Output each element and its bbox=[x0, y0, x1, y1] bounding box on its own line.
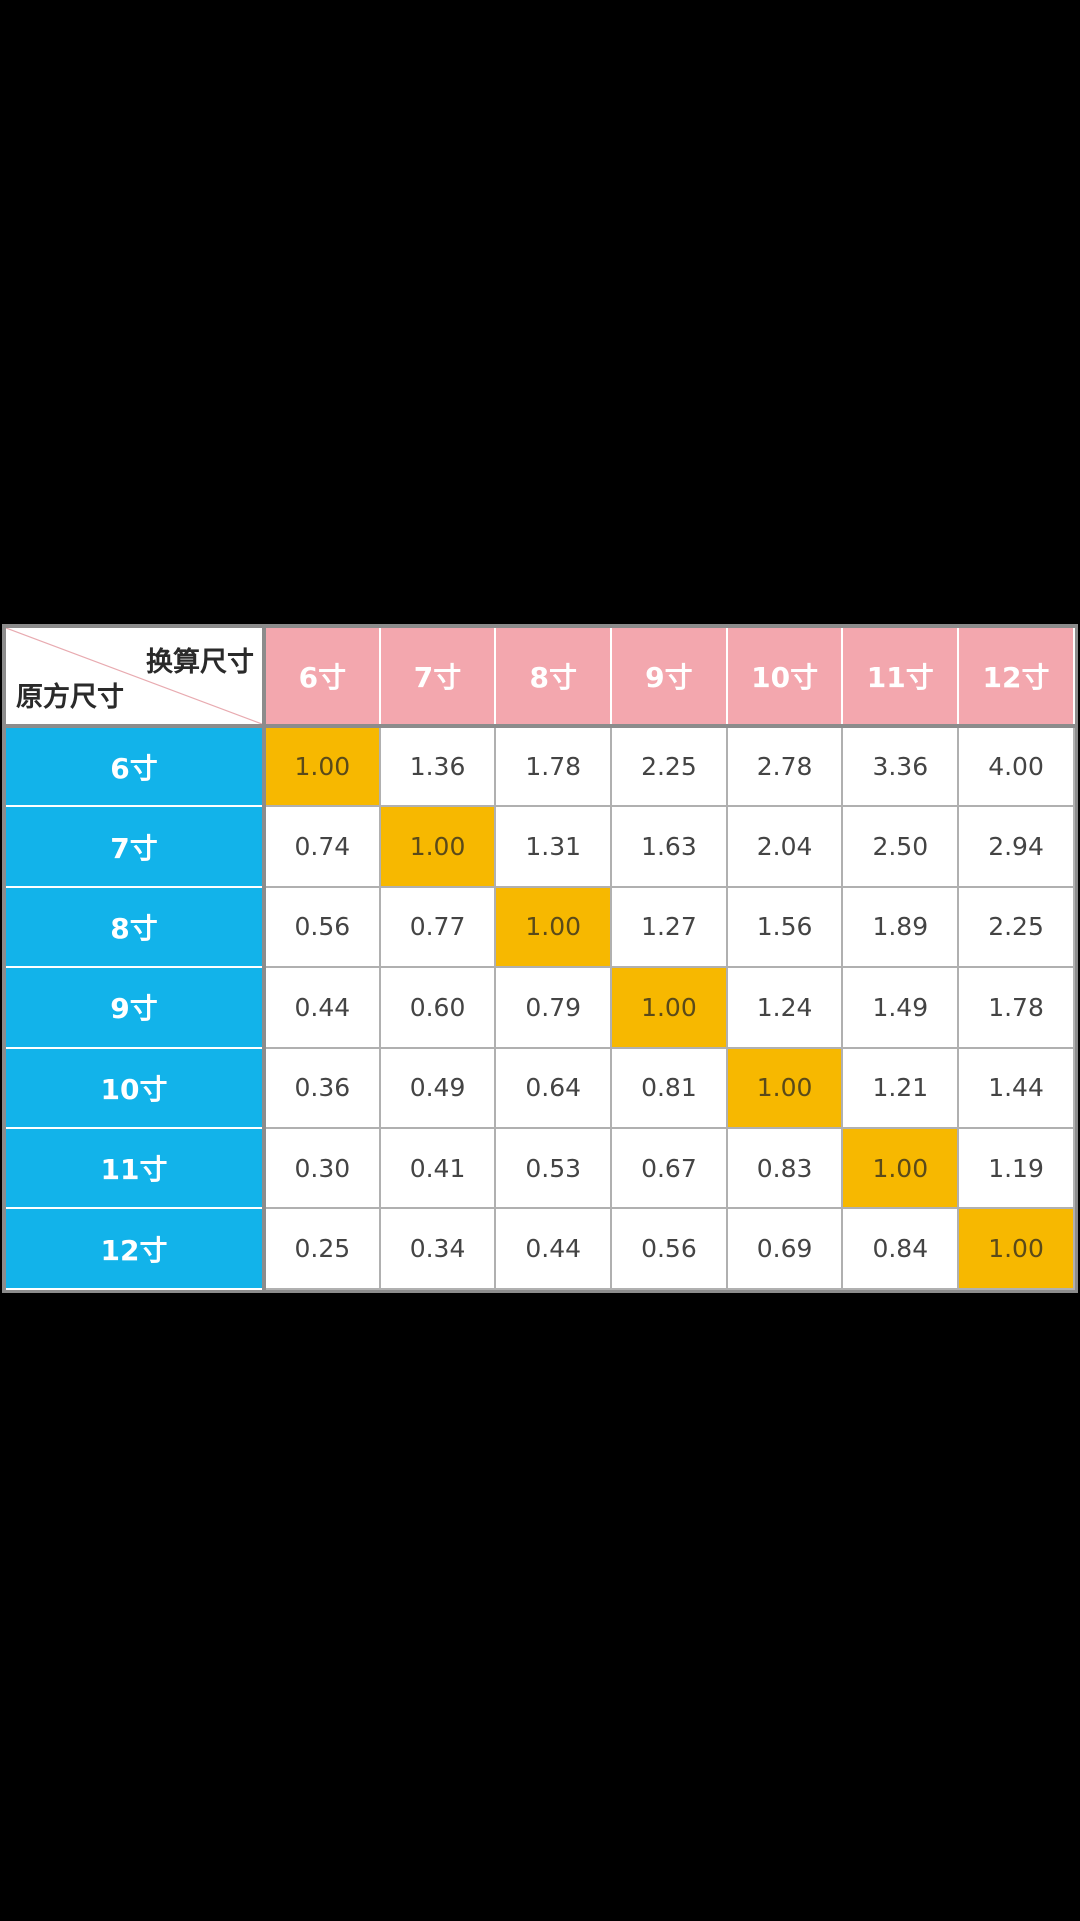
table-row: 6寸 1.00 1.36 1.78 2.25 2.78 3.36 4.00 bbox=[6, 724, 1075, 808]
table-cell: 0.44 bbox=[263, 966, 381, 1049]
table-cell: 3.36 bbox=[841, 724, 960, 808]
table-cell: 0.79 bbox=[494, 966, 613, 1049]
table-cell: 1.78 bbox=[957, 966, 1075, 1049]
table-cell: 0.56 bbox=[263, 885, 381, 969]
table-cell: 1.89 bbox=[841, 885, 960, 969]
col-header: 9寸 bbox=[610, 628, 728, 728]
table-cell: 1.56 bbox=[725, 885, 844, 969]
col-header: 8寸 bbox=[494, 628, 613, 728]
row-header: 8寸 bbox=[6, 885, 266, 969]
row-header: 11寸 bbox=[6, 1126, 266, 1210]
row-header: 10寸 bbox=[6, 1046, 266, 1129]
table-cell: 1.63 bbox=[610, 805, 728, 888]
table-cell: 1.00 bbox=[725, 1046, 844, 1129]
header-row: 换算尺寸 原方尺寸 6寸 7寸 8寸 9寸 10寸 11寸 12寸 bbox=[6, 628, 1075, 728]
table-cell: 0.84 bbox=[841, 1207, 960, 1290]
table-cell: 2.25 bbox=[610, 724, 728, 808]
col-header: 10寸 bbox=[725, 628, 844, 728]
table-cell: 2.50 bbox=[841, 805, 960, 888]
row-header: 9寸 bbox=[6, 966, 266, 1049]
col-header: 12寸 bbox=[957, 628, 1075, 728]
size-conversion-table-image: 换算尺寸 原方尺寸 6寸 7寸 8寸 9寸 10寸 11寸 12寸 6寸 1.0… bbox=[2, 624, 1078, 1293]
table-row: 10寸 0.36 0.49 0.64 0.81 1.00 1.21 1.44 bbox=[6, 1046, 1075, 1129]
table-cell: 1.00 bbox=[378, 805, 497, 888]
table-cell: 1.31 bbox=[494, 805, 613, 888]
table-cell: 1.44 bbox=[957, 1046, 1075, 1129]
table-row: 8寸 0.56 0.77 1.00 1.27 1.56 1.89 2.25 bbox=[6, 885, 1075, 969]
table-cell: 2.94 bbox=[957, 805, 1075, 888]
row-header: 6寸 bbox=[6, 724, 266, 808]
table-cell: 0.74 bbox=[263, 805, 381, 888]
table-cell: 0.34 bbox=[378, 1207, 497, 1290]
table-cell: 1.00 bbox=[494, 885, 613, 969]
table-cell: 1.00 bbox=[610, 966, 728, 1049]
table-cell: 1.27 bbox=[610, 885, 728, 969]
table-cell: 0.77 bbox=[378, 885, 497, 969]
table-cell: 1.21 bbox=[841, 1046, 960, 1129]
table-cell: 2.78 bbox=[725, 724, 844, 808]
table-cell: 1.00 bbox=[263, 724, 381, 808]
row-header: 7寸 bbox=[6, 805, 266, 888]
table-cell: 1.19 bbox=[957, 1126, 1075, 1210]
table-row: 11寸 0.30 0.41 0.53 0.67 0.83 1.00 1.19 bbox=[6, 1126, 1075, 1210]
col-header: 7寸 bbox=[378, 628, 497, 728]
table-cell: 1.49 bbox=[841, 966, 960, 1049]
converted-size-label: 换算尺寸 bbox=[146, 647, 254, 678]
table-cell: 2.04 bbox=[725, 805, 844, 888]
table-cell: 1.00 bbox=[841, 1126, 960, 1210]
original-size-label: 原方尺寸 bbox=[16, 682, 124, 713]
table-cell: 0.30 bbox=[263, 1126, 381, 1210]
table-cell: 1.36 bbox=[378, 724, 497, 808]
table-cell: 0.53 bbox=[494, 1126, 613, 1210]
table-cell: 0.56 bbox=[610, 1207, 728, 1290]
table-cell: 0.69 bbox=[725, 1207, 844, 1290]
table-cell: 2.25 bbox=[957, 885, 1075, 969]
table-cell: 0.83 bbox=[725, 1126, 844, 1210]
col-header: 11寸 bbox=[841, 628, 960, 728]
table-cell: 1.24 bbox=[725, 966, 844, 1049]
diagonal-divider bbox=[6, 628, 262, 724]
col-header: 6寸 bbox=[263, 628, 381, 728]
corner-cell: 换算尺寸 原方尺寸 bbox=[6, 628, 266, 728]
table-cell: 1.00 bbox=[957, 1207, 1075, 1290]
table-row: 7寸 0.74 1.00 1.31 1.63 2.04 2.50 2.94 bbox=[6, 805, 1075, 888]
table-cell: 0.81 bbox=[610, 1046, 728, 1129]
table-cell: 0.25 bbox=[263, 1207, 381, 1290]
table-cell: 0.67 bbox=[610, 1126, 728, 1210]
size-conversion-table: 换算尺寸 原方尺寸 6寸 7寸 8寸 9寸 10寸 11寸 12寸 6寸 1.0… bbox=[6, 628, 1075, 1290]
table-cell: 0.41 bbox=[378, 1126, 497, 1210]
row-header: 12寸 bbox=[6, 1207, 266, 1290]
table-cell: 0.44 bbox=[494, 1207, 613, 1290]
table-row: 12寸 0.25 0.34 0.44 0.56 0.69 0.84 1.00 bbox=[6, 1207, 1075, 1290]
table-cell: 4.00 bbox=[957, 724, 1075, 808]
table-cell: 1.78 bbox=[494, 724, 613, 808]
table-cell: 0.36 bbox=[263, 1046, 381, 1129]
table-row: 9寸 0.44 0.60 0.79 1.00 1.24 1.49 1.78 bbox=[6, 966, 1075, 1049]
table-cell: 0.60 bbox=[378, 966, 497, 1049]
table-cell: 0.49 bbox=[378, 1046, 497, 1129]
table-cell: 0.64 bbox=[494, 1046, 613, 1129]
